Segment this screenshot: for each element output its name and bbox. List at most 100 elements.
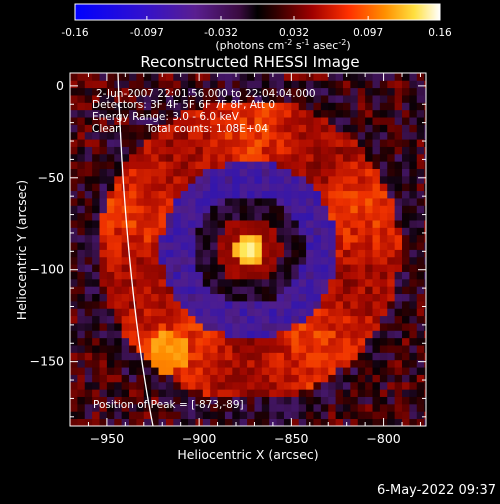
heatmap-cell: [291, 95, 300, 103]
heatmap-cell: [254, 300, 263, 309]
heatmap-cell: [224, 175, 233, 184]
heatmap-cell: [70, 109, 78, 118]
heatmap-cell: [165, 153, 174, 162]
heatmap-cell: [350, 139, 359, 147]
heatmap-cell: [365, 205, 373, 214]
heatmap-cell: [188, 278, 196, 287]
heatmap-cell: [158, 308, 167, 317]
heatmap-cell: [335, 234, 344, 243]
heatmap-cell: [335, 337, 344, 346]
heatmap-cell: [106, 175, 115, 184]
heatmap-cell: [365, 131, 373, 140]
colorbar-tick-label: 0.032: [279, 27, 309, 39]
heatmap-cell: [276, 205, 285, 214]
heatmap-cell: [402, 278, 410, 287]
heatmap-cell: [232, 300, 241, 309]
heatmap-cell: [188, 367, 196, 375]
heatmap-cell: [77, 212, 86, 221]
heatmap-cell: [298, 227, 307, 236]
heatmap-cell: [306, 190, 314, 199]
heatmap-cell: [269, 403, 277, 412]
heatmap-cell: [143, 278, 152, 287]
heatmap-cell: [151, 367, 159, 375]
heatmap-cell: [99, 345, 108, 353]
heatmap-cell: [92, 286, 100, 295]
heatmap-cell: [158, 190, 167, 199]
heatmap-cell: [210, 308, 218, 317]
heatmap-cell: [342, 396, 351, 405]
heatmap-cell: [357, 205, 366, 214]
heatmap-cell: [416, 109, 425, 118]
heatmap-cell: [350, 308, 359, 317]
heatmap-cell: [202, 198, 211, 206]
heatmap-cell: [202, 73, 211, 81]
heatmap-cell: [158, 403, 167, 412]
heatmap-cell: [328, 73, 337, 81]
heatmap-cell: [254, 323, 263, 331]
heatmap-cell: [254, 308, 263, 317]
heatmap-cell: [409, 205, 418, 214]
heatmap-cell: [180, 190, 189, 199]
heatmap-cell: [254, 374, 263, 383]
heatmap-cell: [92, 381, 100, 390]
heatmap-cell: [254, 161, 263, 169]
heatmap-cell: [106, 242, 115, 250]
heatmap-cell: [254, 271, 263, 280]
heatmap-cell: [328, 345, 337, 353]
heatmap-cell: [232, 139, 241, 147]
heatmap-cell: [379, 212, 388, 221]
heatmap-cell: [365, 124, 373, 133]
heatmap-cell: [158, 146, 167, 155]
heatmap-cell: [151, 146, 159, 155]
heatmap-cell: [335, 117, 344, 125]
heatmap-cell: [379, 102, 388, 111]
heatmap-cell: [106, 220, 115, 228]
heatmap-cell: [114, 264, 123, 272]
heatmap-cell: [99, 256, 108, 265]
heatmap-cell: [335, 139, 344, 147]
heatmap-cell: [143, 271, 152, 280]
heatmap-cell: [269, 175, 277, 184]
heatmap-cell: [313, 249, 322, 258]
heatmap-cell: [99, 249, 108, 258]
heatmap-cell: [165, 124, 174, 133]
heatmap-cell: [402, 345, 410, 353]
heatmap-cell: [394, 242, 403, 250]
heatmap-cell: [70, 359, 78, 368]
heatmap-cell: [202, 330, 211, 339]
heatmap-cell: [84, 234, 93, 243]
heatmap-cell: [409, 411, 418, 420]
heatmap-cell: [357, 264, 366, 272]
heatmap-cell: [143, 153, 152, 162]
heatmap-cell: [70, 389, 78, 397]
heatmap-cell: [158, 153, 167, 162]
heatmap-cell: [224, 190, 233, 199]
heatmap-cell: [269, 389, 277, 397]
heatmap-cell: [372, 161, 381, 169]
heatmap-cell: [424, 278, 426, 287]
heatmap-cell: [269, 308, 277, 317]
heatmap-cell: [247, 161, 255, 169]
heatmap-cell: [84, 102, 93, 111]
heatmap-cell: [424, 109, 426, 118]
heatmap-cell: [261, 87, 270, 96]
heatmap-cell: [106, 256, 115, 265]
heatmap-cell: [269, 190, 277, 199]
heatmap-cell: [320, 117, 329, 125]
heatmap-cell: [239, 242, 248, 250]
heatmap-cell: [269, 131, 277, 140]
heatmap-cell: [269, 124, 277, 133]
heatmap-cell: [247, 190, 255, 199]
heatmap-cell: [387, 87, 396, 96]
heatmap-cell: [402, 271, 410, 280]
heatmap-cell: [136, 315, 145, 324]
heatmap-cell: [247, 249, 255, 258]
heatmap-cell: [409, 109, 418, 118]
heatmap-cell: [276, 168, 285, 177]
heatmap-cell: [92, 389, 100, 397]
heatmap-cell: [158, 242, 167, 250]
heatmap-cell: [247, 168, 255, 177]
heatmap-cell: [320, 330, 329, 339]
heatmap-cell: [165, 418, 174, 426]
heatmap-cell: [424, 374, 426, 383]
